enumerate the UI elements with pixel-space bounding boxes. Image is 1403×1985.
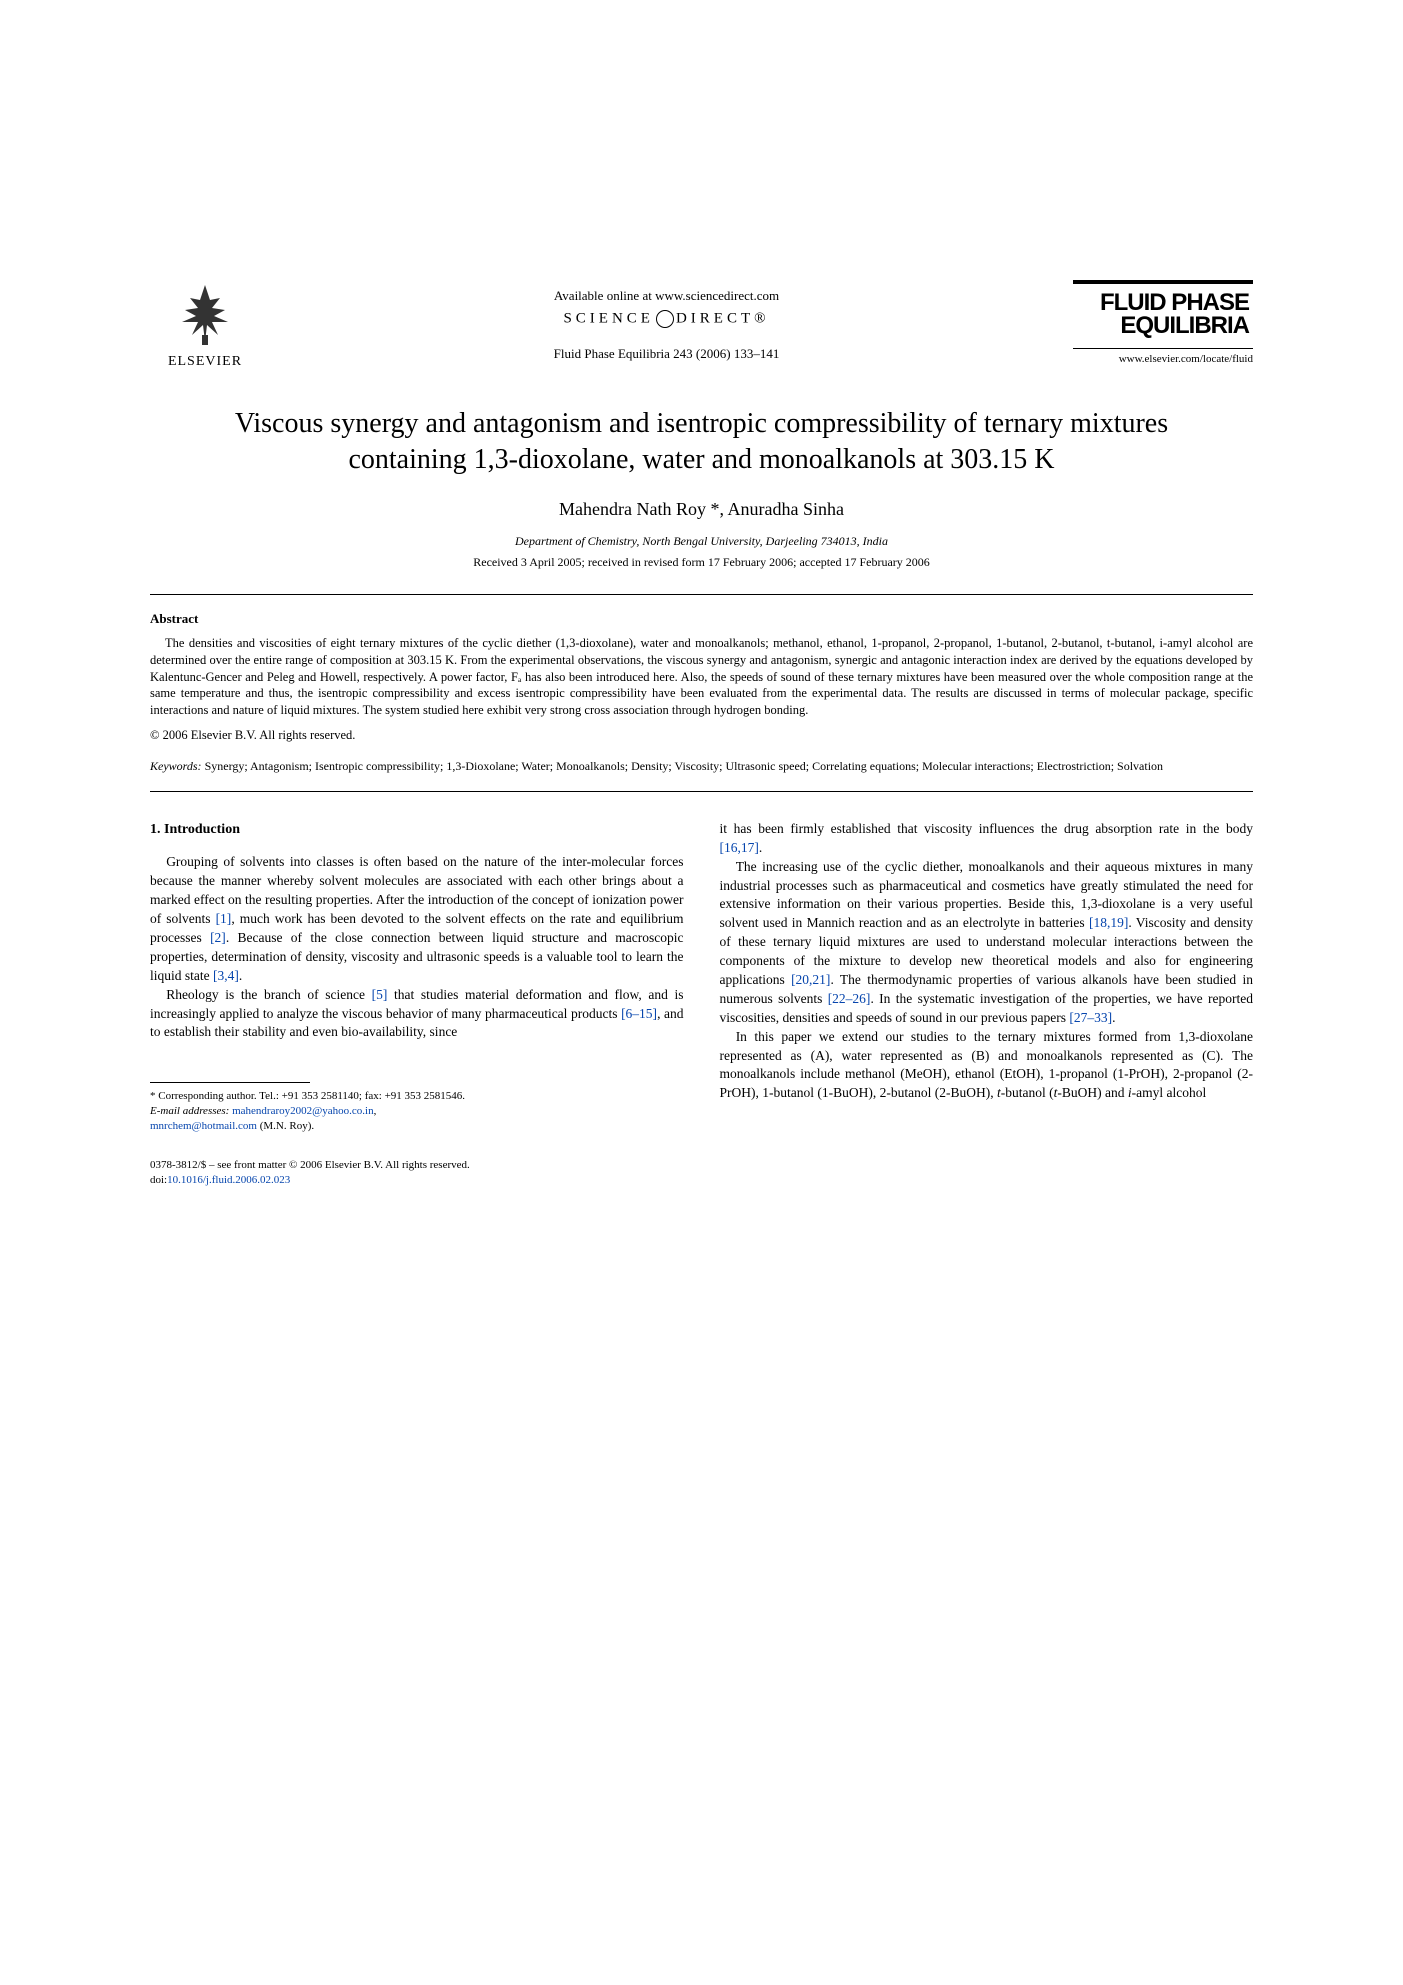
ref-link[interactable]: [2] <box>210 930 226 945</box>
keywords-text: Synergy; Antagonism; Isentropic compress… <box>205 759 1163 773</box>
doi-block: 0378-3812/$ – see front matter © 2006 El… <box>150 1158 684 1189</box>
doi-line: doi:10.1016/j.fluid.2006.02.023 <box>150 1173 684 1188</box>
para-r2: The increasing use of the cyclic diether… <box>720 858 1254 1028</box>
section-title: Introduction <box>164 822 240 837</box>
center-header: Available online at www.sciencedirect.co… <box>260 280 1073 362</box>
publisher-name: ELSEVIER <box>168 354 242 370</box>
sciencedirect-right: DIRECT® <box>676 310 770 326</box>
right-column: it has been firmly established that visc… <box>720 820 1254 1189</box>
ref-link[interactable]: [22–26] <box>828 991 871 1006</box>
ref-link[interactable]: [6–15] <box>621 1006 657 1021</box>
front-matter: 0378-3812/$ – see front matter © 2006 El… <box>150 1158 684 1173</box>
authors: Mahendra Nath Roy *, Anuradha Sinha <box>150 499 1253 520</box>
corresponding-author: * Corresponding author. Tel.: +91 353 25… <box>150 1089 684 1104</box>
article-title: Viscous synergy and antagonism and isent… <box>210 406 1193 479</box>
abstract-text: The densities and viscosities of eight t… <box>150 635 1253 719</box>
sciencedirect-logo: SCIENCE DIRECT® <box>260 310 1073 328</box>
para-l2: Rheology is the branch of science [5] th… <box>150 986 684 1043</box>
ref-link[interactable]: [1] <box>216 911 232 926</box>
email-author-tag: (M.N. Roy). <box>260 1120 314 1132</box>
email-line: E-mail addresses: mahendraroy2002@yahoo.… <box>150 1104 684 1119</box>
doi-link[interactable]: 10.1016/j.fluid.2006.02.023 <box>167 1174 290 1186</box>
journal-url: www.elsevier.com/locate/fluid <box>1073 353 1253 365</box>
para-l1: Grouping of solvents into classes is oft… <box>150 853 684 985</box>
body-columns: 1. Introduction Grouping of solvents int… <box>150 820 1253 1189</box>
section-number: 1. <box>150 822 161 837</box>
para-r1: it has been firmly established that visc… <box>720 820 1254 858</box>
keywords-label: Keywords: <box>150 759 202 773</box>
email-label: E-mail addresses: <box>150 1105 229 1117</box>
journal-reference: Fluid Phase Equilibria 243 (2006) 133–14… <box>260 346 1073 362</box>
journal-logo-block: FLUID PHASE EQUILIBRIA www.elsevier.com/… <box>1073 280 1253 365</box>
journal-name-line2: EQUILIBRIA <box>1077 315 1249 338</box>
ref-link[interactable]: [16,17] <box>720 840 759 855</box>
divider-top <box>150 594 1253 595</box>
divider-bottom <box>150 791 1253 792</box>
section-heading: 1. Introduction <box>150 820 684 840</box>
abstract-heading: Abstract <box>150 611 1253 627</box>
keywords-block: Keywords: Synergy; Antagonism; Isentropi… <box>150 758 1253 775</box>
email-1[interactable]: mahendraroy2002@yahoo.co.in <box>232 1105 373 1117</box>
available-online-text: Available online at www.sciencedirect.co… <box>260 288 1073 304</box>
footnote-block: * Corresponding author. Tel.: +91 353 25… <box>150 1089 684 1134</box>
ref-link[interactable]: [27–33] <box>1069 1010 1112 1025</box>
sciencedirect-left: SCIENCE <box>563 310 654 326</box>
ref-link[interactable]: [5] <box>372 987 388 1002</box>
left-column: 1. Introduction Grouping of solvents int… <box>150 820 684 1189</box>
affiliation: Department of Chemistry, North Bengal Un… <box>150 534 1253 549</box>
footnote-rule <box>150 1082 310 1083</box>
elsevier-tree-icon <box>170 280 240 350</box>
abstract-body: The densities and viscosities of eight t… <box>150 636 1253 718</box>
abstract-copyright: © 2006 Elsevier B.V. All rights reserved… <box>150 727 1253 744</box>
sciencedirect-circle-icon <box>656 310 674 328</box>
article-dates: Received 3 April 2005; received in revis… <box>150 555 1253 570</box>
ref-link[interactable]: [18,19] <box>1089 915 1128 930</box>
email-line-2: mnrchem@hotmail.com (M.N. Roy). <box>150 1119 684 1134</box>
email-2[interactable]: mnrchem@hotmail.com <box>150 1120 257 1132</box>
ref-link[interactable]: [3,4] <box>213 968 239 983</box>
para-r3: In this paper we extend our studies to t… <box>720 1028 1254 1104</box>
ref-link[interactable]: [20,21] <box>791 972 830 987</box>
publisher-logo-block: ELSEVIER <box>150 280 260 370</box>
journal-logo-box: FLUID PHASE EQUILIBRIA <box>1073 280 1253 349</box>
page-header: ELSEVIER Available online at www.science… <box>150 280 1253 370</box>
